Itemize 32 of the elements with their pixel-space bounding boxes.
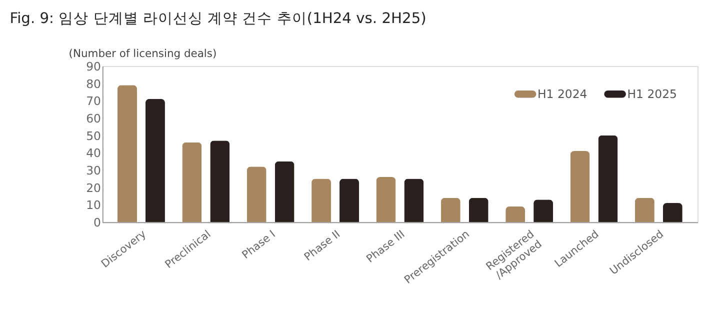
y-tick-label: 40 xyxy=(86,146,101,160)
y-tick-label: 50 xyxy=(86,128,101,143)
bar xyxy=(117,85,138,222)
bar xyxy=(340,178,360,222)
bar xyxy=(468,198,488,222)
chart-title: Fig. 9: 임상 단계별 라이선싱 계약 건수 추이(1H24 vs. 2H25) xyxy=(10,10,426,28)
legend-label: H1 2025 xyxy=(627,86,677,101)
bar xyxy=(506,206,526,222)
bar xyxy=(404,178,424,222)
bar xyxy=(440,198,460,222)
bar xyxy=(376,177,396,222)
bar xyxy=(570,151,590,222)
y-tick-label: 0 xyxy=(94,216,101,230)
bar xyxy=(312,178,332,222)
y-tick-label: 80 xyxy=(86,76,101,91)
bar xyxy=(634,198,654,222)
bar xyxy=(274,161,294,222)
bar xyxy=(598,135,618,222)
y-tick-label: 70 xyxy=(86,94,101,108)
y-axis-title: (Number of licensing deals) xyxy=(68,46,217,60)
bar xyxy=(534,200,554,222)
bar xyxy=(182,142,202,222)
y-tick-label: 90 xyxy=(86,59,101,74)
y-tick-label: 10 xyxy=(86,198,101,212)
y-tick-label: 60 xyxy=(86,111,101,126)
bar xyxy=(210,140,230,222)
bar xyxy=(246,166,266,222)
bar xyxy=(145,98,165,222)
y-tick-label: 20 xyxy=(86,180,101,195)
bar xyxy=(662,203,682,222)
y-tick-label: 30 xyxy=(86,163,101,178)
legend-label: H1 2024 xyxy=(538,86,588,101)
